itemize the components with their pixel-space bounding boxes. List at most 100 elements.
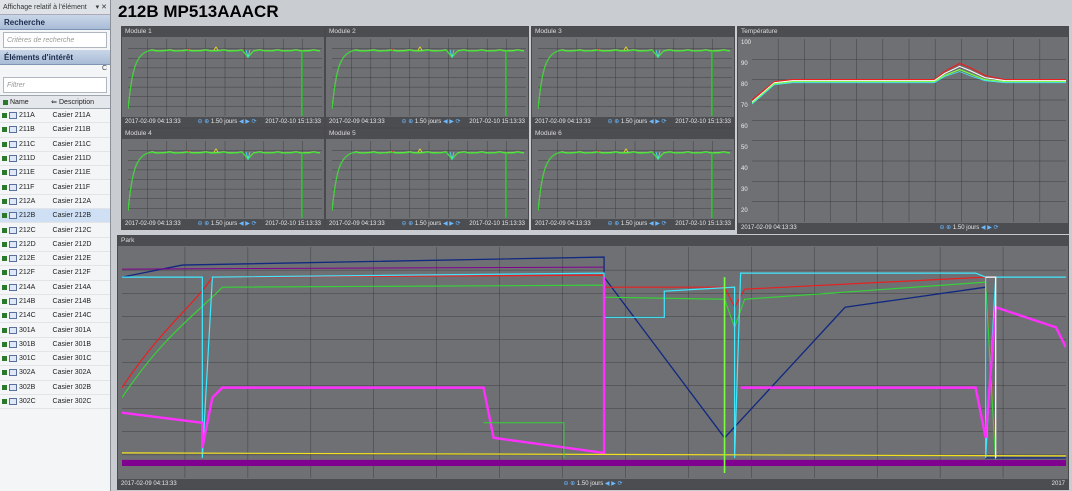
module-trace xyxy=(213,46,219,51)
park-trace xyxy=(122,277,606,455)
element-icon xyxy=(9,312,17,320)
row-description: Casier 302A xyxy=(52,369,92,377)
module-start-time: 2017-02-09 04:13:33 xyxy=(535,119,591,125)
table-body: 211A Casier 211A 211B Casier 211B 211C Casier… xyxy=(0,109,110,410)
y-tick-label: 100 xyxy=(741,40,752,46)
table-row[interactable]: 214C Casier 214C xyxy=(0,309,110,324)
table-row[interactable]: 212D Casier 212D xyxy=(0,238,110,252)
park-trace xyxy=(122,272,1066,458)
table-row[interactable]: 212F Casier 212F xyxy=(0,266,110,281)
row-name: 302A xyxy=(19,369,36,377)
table-row[interactable]: 212B Casier 212B xyxy=(0,209,110,224)
panel-header-label: Affichage relatif à l'élément xyxy=(3,3,87,11)
zoom-icon: ⊖ ⊕ xyxy=(563,481,576,487)
module-interval-control[interactable]: ⊖ ⊕ 1.50 jours ◀ ▶ ⟳ xyxy=(608,117,667,127)
status-icon xyxy=(2,113,7,119)
table-row[interactable]: 211A Casier 211A xyxy=(0,109,110,124)
table-row[interactable]: 214A Casier 214A xyxy=(0,281,110,295)
table-row[interactable]: 212E Casier 212E xyxy=(0,252,110,267)
row-name: 211C xyxy=(19,140,36,148)
module-plot[interactable] xyxy=(538,39,732,116)
table-row[interactable]: 301C Casier 301C xyxy=(0,352,110,367)
module-trace xyxy=(449,151,455,161)
module-interval-control[interactable]: ⊖ ⊕ 1.50 jours ◀ ▶ ⟳ xyxy=(402,117,461,127)
row-description: Casier 212D xyxy=(52,240,92,248)
table-row[interactable]: 301B Casier 301B xyxy=(0,338,110,353)
module-plot[interactable] xyxy=(128,39,322,116)
table-row[interactable]: 212A Casier 212A xyxy=(0,195,110,210)
element-icon xyxy=(9,226,17,234)
module-plot[interactable] xyxy=(332,39,526,116)
module-interval-control[interactable]: ⊖ ⊕ 1.50 jours ◀ ▶ ⟳ xyxy=(608,219,667,229)
search-input[interactable]: Critères de recherche xyxy=(3,32,107,48)
row-name: 302B xyxy=(19,383,36,391)
module-panel: Module 4 2017-02-09 04:13:33 ⊖ ⊕ 1.50 jo… xyxy=(121,128,325,230)
table-row[interactable]: 302A Casier 302A xyxy=(0,366,110,381)
status-icon xyxy=(2,341,7,347)
filter-input[interactable]: Filtrer xyxy=(3,77,107,93)
table-row[interactable]: 302C Casier 302C xyxy=(0,395,110,410)
status-icon xyxy=(2,241,7,247)
module-trace xyxy=(538,49,731,110)
module-start-time: 2017-02-09 04:13:33 xyxy=(329,221,385,227)
column-header-description[interactable]: ⇐ Description xyxy=(48,96,110,108)
row-description: Casier 214B xyxy=(52,298,92,305)
column-header-name[interactable]: Name xyxy=(0,96,48,108)
nav-arrows-icon: ◀ ▶ ⟳ xyxy=(442,119,461,125)
nav-arrows-icon: ◀ ▶ ⟳ xyxy=(980,225,999,231)
element-icon xyxy=(9,340,17,348)
module-trace xyxy=(187,47,191,51)
element-icon xyxy=(9,155,17,163)
park-interval-control[interactable]: ⊖ ⊕ 1.50 jours ◀ ▶ ⟳ xyxy=(563,479,622,489)
module-trace xyxy=(538,151,731,212)
panel-header: Affichage relatif à l'élément ▾ ✕ xyxy=(0,0,110,15)
module-footer: 2017-02-09 04:13:33 ⊖ ⊕ 1.50 jours ◀ ▶ ⟳… xyxy=(326,117,528,127)
element-icon xyxy=(9,240,17,248)
elements-section-header[interactable]: Éléments d'intérêt xyxy=(0,50,110,65)
module-trace xyxy=(213,148,219,153)
module-interval-control[interactable]: ⊖ ⊕ 1.50 jours ◀ ▶ ⟳ xyxy=(402,219,461,229)
module-plot[interactable] xyxy=(332,141,526,218)
table-row[interactable]: 211C Casier 211C xyxy=(0,138,110,152)
module-end-time: 2017-02-10 15:13:33 xyxy=(469,119,525,125)
y-tick-label: 20 xyxy=(741,208,748,214)
table-row[interactable]: 211B Casier 211B xyxy=(0,123,110,138)
row-description: Casier 211B xyxy=(52,126,91,134)
module-interval-label: 1.50 jours xyxy=(620,221,648,227)
module-trace xyxy=(391,149,395,153)
park-plot[interactable] xyxy=(122,247,1066,478)
zoom-icon: ⊖ ⊕ xyxy=(607,119,620,125)
table-row[interactable]: 211E Casier 211E xyxy=(0,166,110,181)
table-row[interactable]: 211D Casier 211D xyxy=(0,152,110,167)
module-panel: Module 5 2017-02-09 04:13:33 ⊖ ⊕ 1.50 jo… xyxy=(325,128,529,230)
module-title: Module 2 xyxy=(326,27,528,37)
row-name: 212B xyxy=(19,212,36,220)
element-icon xyxy=(9,183,17,191)
table-row[interactable]: 211F Casier 211F xyxy=(0,180,110,195)
panel-close-icon[interactable]: ▾ ✕ xyxy=(95,4,107,11)
module-plot[interactable] xyxy=(128,141,322,218)
module-trace xyxy=(332,151,525,212)
table-row[interactable]: 302B Casier 302B xyxy=(0,381,110,395)
temperature-trace xyxy=(752,68,1066,104)
table-row[interactable]: 214B Casier 214B xyxy=(0,295,110,310)
module-title: Module 6 xyxy=(532,129,734,139)
module-plot[interactable] xyxy=(538,141,732,218)
table-row[interactable]: 301A Casier 301A xyxy=(0,323,110,338)
module-title: Module 4 xyxy=(122,129,324,139)
module-end-time: 2017-02-10 15:13:33 xyxy=(265,221,321,227)
column-icon xyxy=(3,99,8,105)
temperature-plot[interactable] xyxy=(752,39,1066,222)
park-trace xyxy=(122,274,997,458)
park-start-time: 2017-02-09 04:13:33 xyxy=(121,481,177,487)
nav-arrows-icon: ◀ ▶ ⟳ xyxy=(604,481,623,487)
row-name: 214A xyxy=(19,283,36,291)
module-interval-control[interactable]: ⊖ ⊕ 1.50 jours ◀ ▶ ⟳ xyxy=(198,117,257,127)
module-end-time: 2017-02-10 15:13:33 xyxy=(265,119,321,125)
module-interval-label: 1.50 jours xyxy=(210,221,238,227)
table-row[interactable]: 212C Casier 212C xyxy=(0,223,110,238)
module-interval-control[interactable]: ⊖ ⊕ 1.50 jours ◀ ▶ ⟳ xyxy=(198,219,257,229)
temperature-interval-control[interactable]: ⊖ ⊕ 1.50 jours ◀ ▶ ⟳ xyxy=(939,223,998,233)
status-icon xyxy=(2,284,7,290)
search-section-header[interactable]: Recherche xyxy=(0,15,110,30)
